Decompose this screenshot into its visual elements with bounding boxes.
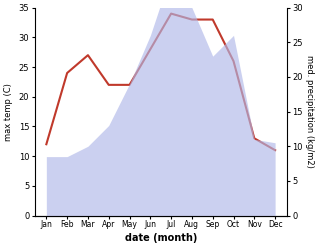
Y-axis label: med. precipitation (kg/m2): med. precipitation (kg/m2)	[305, 55, 314, 168]
X-axis label: date (month): date (month)	[125, 233, 197, 243]
Y-axis label: max temp (C): max temp (C)	[4, 83, 13, 141]
